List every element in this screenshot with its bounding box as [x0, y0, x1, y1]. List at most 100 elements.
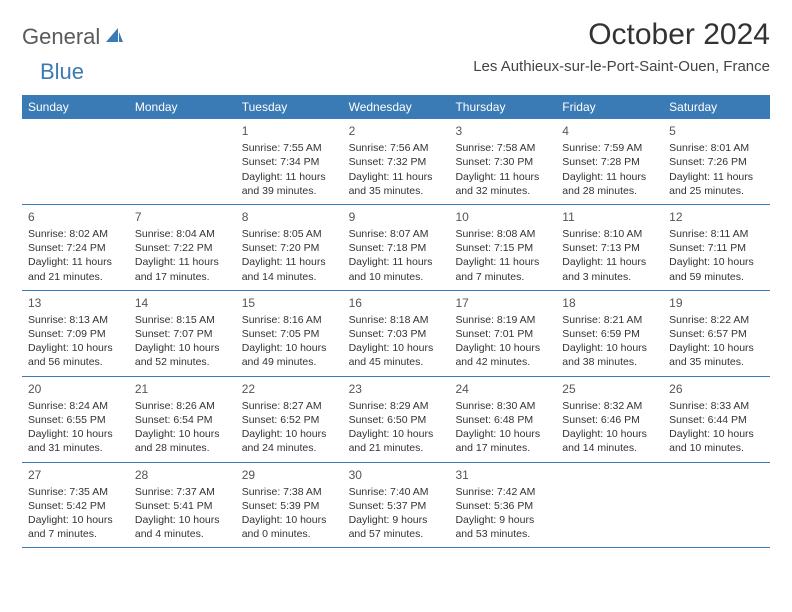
sunrise-text: Sunrise: 7:56 AM — [349, 141, 444, 155]
sunset-text: Sunset: 6:44 PM — [669, 413, 764, 427]
daylight-text: Daylight: 11 hours and 39 minutes. — [242, 170, 337, 198]
daylight-text: Daylight: 11 hours and 28 minutes. — [562, 170, 657, 198]
sunrise-text: Sunrise: 8:08 AM — [455, 227, 550, 241]
daylight-text: Daylight: 10 hours and 31 minutes. — [28, 427, 123, 455]
day-number: 31 — [455, 467, 550, 483]
sunset-text: Sunset: 7:24 PM — [28, 241, 123, 255]
day-cell: 2Sunrise: 7:56 AMSunset: 7:32 PMDaylight… — [343, 119, 450, 204]
day-cell: 31Sunrise: 7:42 AMSunset: 5:36 PMDayligh… — [449, 463, 556, 548]
day-number: 4 — [562, 123, 657, 139]
sunrise-text: Sunrise: 7:35 AM — [28, 485, 123, 499]
daylight-text: Daylight: 10 hours and 45 minutes. — [349, 341, 444, 369]
day-number: 12 — [669, 209, 764, 225]
day-number: 1 — [242, 123, 337, 139]
day-number: 19 — [669, 295, 764, 311]
day-number: 30 — [349, 467, 444, 483]
week-row: 27Sunrise: 7:35 AMSunset: 5:42 PMDayligh… — [22, 463, 770, 549]
sunrise-text: Sunrise: 8:19 AM — [455, 313, 550, 327]
day-cell: 26Sunrise: 8:33 AMSunset: 6:44 PMDayligh… — [663, 377, 770, 462]
sunset-text: Sunset: 7:26 PM — [669, 155, 764, 169]
sunrise-text: Sunrise: 8:32 AM — [562, 399, 657, 413]
sunset-text: Sunset: 6:57 PM — [669, 327, 764, 341]
day-cell: 3Sunrise: 7:58 AMSunset: 7:30 PMDaylight… — [449, 119, 556, 204]
sunrise-text: Sunrise: 8:22 AM — [669, 313, 764, 327]
day-header-saturday: Saturday — [663, 95, 770, 119]
sunset-text: Sunset: 6:54 PM — [135, 413, 230, 427]
week-row: 1Sunrise: 7:55 AMSunset: 7:34 PMDaylight… — [22, 119, 770, 205]
calendar: SundayMondayTuesdayWednesdayThursdayFrid… — [22, 95, 770, 548]
sunrise-text: Sunrise: 8:24 AM — [28, 399, 123, 413]
day-cell: 6Sunrise: 8:02 AMSunset: 7:24 PMDaylight… — [22, 205, 129, 290]
daylight-text: Daylight: 10 hours and 38 minutes. — [562, 341, 657, 369]
day-cell: 13Sunrise: 8:13 AMSunset: 7:09 PMDayligh… — [22, 291, 129, 376]
day-header-monday: Monday — [129, 95, 236, 119]
sunrise-text: Sunrise: 8:13 AM — [28, 313, 123, 327]
day-cell: 5Sunrise: 8:01 AMSunset: 7:26 PMDaylight… — [663, 119, 770, 204]
sunrise-text: Sunrise: 8:05 AM — [242, 227, 337, 241]
sunset-text: Sunset: 7:01 PM — [455, 327, 550, 341]
daylight-text: Daylight: 9 hours and 53 minutes. — [455, 513, 550, 541]
day-number: 2 — [349, 123, 444, 139]
sunset-text: Sunset: 7:07 PM — [135, 327, 230, 341]
week-row: 20Sunrise: 8:24 AMSunset: 6:55 PMDayligh… — [22, 377, 770, 463]
daylight-text: Daylight: 10 hours and 24 minutes. — [242, 427, 337, 455]
sunset-text: Sunset: 6:52 PM — [242, 413, 337, 427]
sunrise-text: Sunrise: 8:10 AM — [562, 227, 657, 241]
sunrise-text: Sunrise: 7:37 AM — [135, 485, 230, 499]
day-number: 28 — [135, 467, 230, 483]
day-cell: 19Sunrise: 8:22 AMSunset: 6:57 PMDayligh… — [663, 291, 770, 376]
day-cell: 16Sunrise: 8:18 AMSunset: 7:03 PMDayligh… — [343, 291, 450, 376]
day-cell: 27Sunrise: 7:35 AMSunset: 5:42 PMDayligh… — [22, 463, 129, 548]
sunrise-text: Sunrise: 7:38 AM — [242, 485, 337, 499]
daylight-text: Daylight: 10 hours and 52 minutes. — [135, 341, 230, 369]
logo-text-general: General — [22, 24, 100, 50]
sunrise-text: Sunrise: 8:16 AM — [242, 313, 337, 327]
day-cell: 23Sunrise: 8:29 AMSunset: 6:50 PMDayligh… — [343, 377, 450, 462]
day-number: 20 — [28, 381, 123, 397]
day-number: 29 — [242, 467, 337, 483]
day-number: 18 — [562, 295, 657, 311]
day-cell — [663, 463, 770, 548]
sunrise-text: Sunrise: 8:04 AM — [135, 227, 230, 241]
sunset-text: Sunset: 7:32 PM — [349, 155, 444, 169]
sunset-text: Sunset: 7:18 PM — [349, 241, 444, 255]
day-cell — [556, 463, 663, 548]
day-cell: 22Sunrise: 8:27 AMSunset: 6:52 PMDayligh… — [236, 377, 343, 462]
day-number: 5 — [669, 123, 764, 139]
sunset-text: Sunset: 6:55 PM — [28, 413, 123, 427]
daylight-text: Daylight: 10 hours and 7 minutes. — [28, 513, 123, 541]
daylight-text: Daylight: 10 hours and 14 minutes. — [562, 427, 657, 455]
day-cell: 15Sunrise: 8:16 AMSunset: 7:05 PMDayligh… — [236, 291, 343, 376]
day-number: 23 — [349, 381, 444, 397]
day-cell: 1Sunrise: 7:55 AMSunset: 7:34 PMDaylight… — [236, 119, 343, 204]
day-cell: 18Sunrise: 8:21 AMSunset: 6:59 PMDayligh… — [556, 291, 663, 376]
sunrise-text: Sunrise: 7:42 AM — [455, 485, 550, 499]
sunset-text: Sunset: 7:09 PM — [28, 327, 123, 341]
daylight-text: Daylight: 11 hours and 17 minutes. — [135, 255, 230, 283]
day-cell: 14Sunrise: 8:15 AMSunset: 7:07 PMDayligh… — [129, 291, 236, 376]
day-number: 14 — [135, 295, 230, 311]
day-number: 16 — [349, 295, 444, 311]
daylight-text: Daylight: 9 hours and 57 minutes. — [349, 513, 444, 541]
sunrise-text: Sunrise: 8:01 AM — [669, 141, 764, 155]
daylight-text: Daylight: 10 hours and 0 minutes. — [242, 513, 337, 541]
sunrise-text: Sunrise: 8:18 AM — [349, 313, 444, 327]
daylight-text: Daylight: 11 hours and 7 minutes. — [455, 255, 550, 283]
day-header-tuesday: Tuesday — [236, 95, 343, 119]
sunrise-text: Sunrise: 7:58 AM — [455, 141, 550, 155]
day-cell: 17Sunrise: 8:19 AMSunset: 7:01 PMDayligh… — [449, 291, 556, 376]
day-header-sunday: Sunday — [22, 95, 129, 119]
page-title: October 2024 — [473, 18, 770, 52]
header-right: October 2024 Les Authieux-sur-le-Port-Sa… — [473, 18, 770, 75]
day-cell: 29Sunrise: 7:38 AMSunset: 5:39 PMDayligh… — [236, 463, 343, 548]
sunrise-text: Sunrise: 8:11 AM — [669, 227, 764, 241]
daylight-text: Daylight: 10 hours and 10 minutes. — [669, 427, 764, 455]
daylight-text: Daylight: 11 hours and 32 minutes. — [455, 170, 550, 198]
sunrise-text: Sunrise: 8:29 AM — [349, 399, 444, 413]
location-label: Les Authieux-sur-le-Port-Saint-Ouen, Fra… — [473, 58, 770, 75]
day-number: 27 — [28, 467, 123, 483]
day-cell — [22, 119, 129, 204]
daylight-text: Daylight: 10 hours and 49 minutes. — [242, 341, 337, 369]
day-cell: 9Sunrise: 8:07 AMSunset: 7:18 PMDaylight… — [343, 205, 450, 290]
day-number: 11 — [562, 209, 657, 225]
